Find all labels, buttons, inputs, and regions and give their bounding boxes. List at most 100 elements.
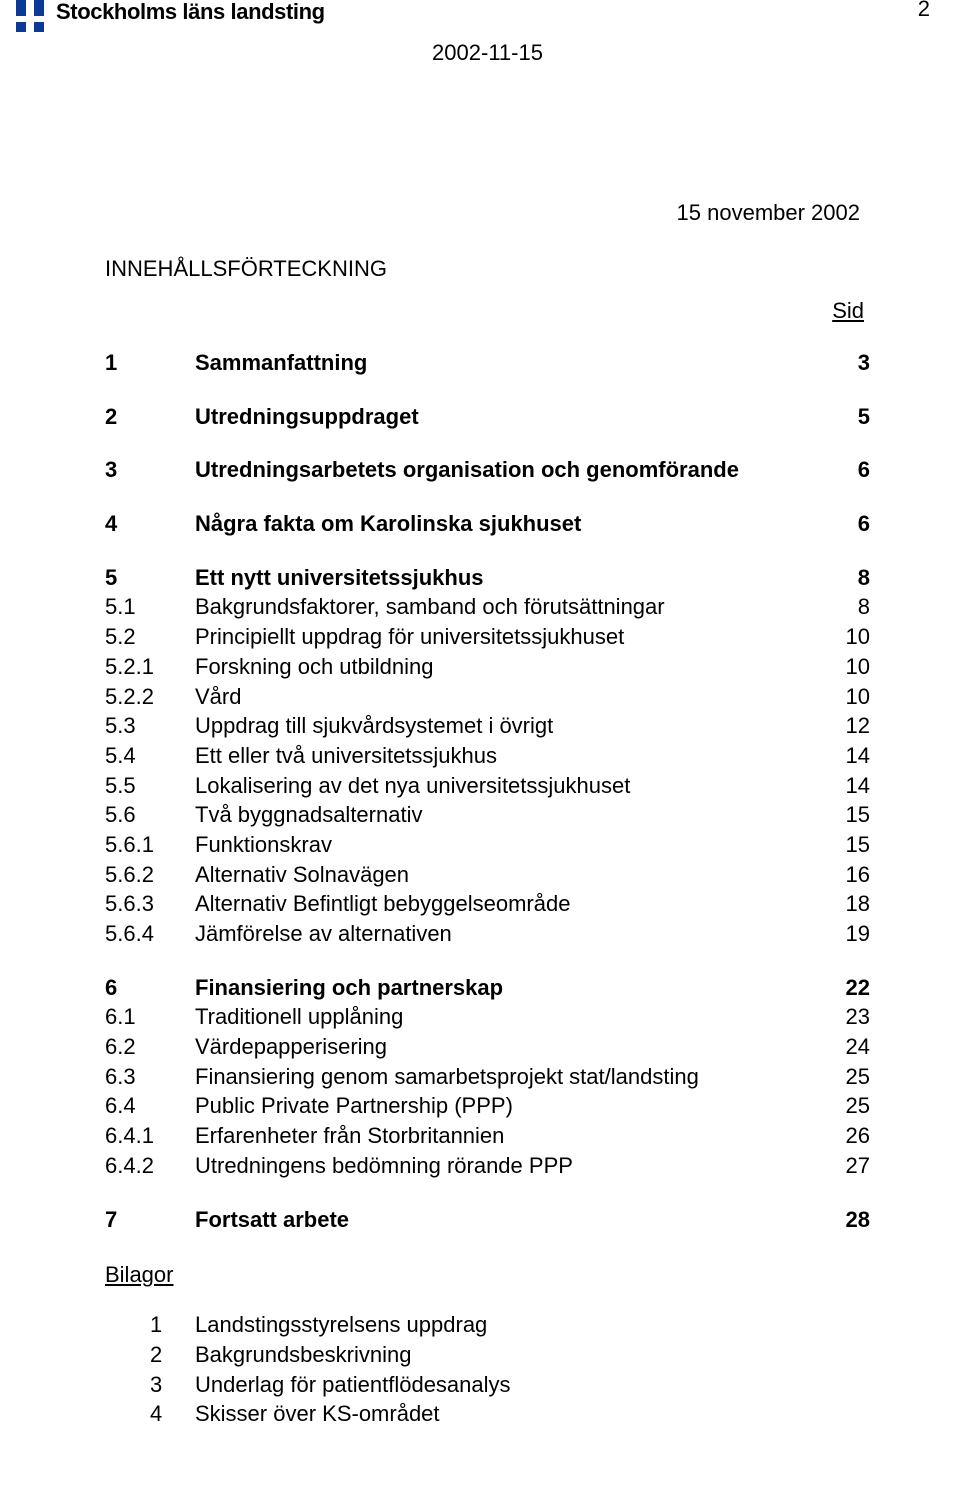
org-name: Stockholms läns landsting (56, 0, 325, 25)
toc-entry-page: 10 (830, 682, 870, 712)
toc-row: 5Ett nytt universitetssjukhus8 (105, 563, 870, 593)
toc-entry-title: Alternativ Solnavägen (195, 860, 830, 890)
toc-entry-page: 15 (830, 800, 870, 830)
toc-entry-page: 16 (830, 860, 870, 890)
toc-entry-page: 19 (830, 919, 870, 949)
toc-entry-number: 6.1 (105, 1002, 195, 1032)
toc-entry-title: Traditionell upplåning (195, 1002, 830, 1032)
document-date-header: 2002-11-15 (105, 40, 870, 66)
toc-entry-page: 23 (830, 1002, 870, 1032)
toc-entry-number: 5.2.1 (105, 652, 195, 682)
page-header: Stockholms läns landsting 2 2002-11-15 (105, 0, 870, 60)
bilaga-number: 1 (105, 1310, 195, 1340)
toc-row: 6.2Värdepapperisering24 (105, 1032, 870, 1062)
toc-entry-number: 6.4 (105, 1091, 195, 1121)
toc-block: 7Fortsatt arbete28 (105, 1205, 870, 1235)
toc-entry-number: 5.6.4 (105, 919, 195, 949)
toc-entry-page: 14 (830, 741, 870, 771)
toc-row: 5.2.1Forskning och utbildning10 (105, 652, 870, 682)
toc-entry-title: Forskning och utbildning (195, 652, 830, 682)
toc-entry-title: Bakgrundsfaktorer, samband och förutsätt… (195, 592, 830, 622)
toc-entry-number: 5.6.1 (105, 830, 195, 860)
toc-entry-number: 1 (105, 348, 195, 378)
toc-block: 2Utredningsuppdraget5 (105, 402, 870, 432)
toc-entry-number: 5.1 (105, 592, 195, 622)
toc-row: 1Sammanfattning3 (105, 348, 870, 378)
toc-block: 4Några fakta om Karolinska sjukhuset6 (105, 509, 870, 539)
toc-entry-page: 8 (830, 592, 870, 622)
toc-row: 6.4.1Erfarenheter från Storbritannien26 (105, 1121, 870, 1151)
toc-entry-page: 27 (830, 1151, 870, 1181)
toc-entry-number: 5.4 (105, 741, 195, 771)
toc-entry-title: Fortsatt arbete (195, 1205, 830, 1235)
toc-heading: INNEHÅLLSFÖRTECKNING (105, 256, 870, 282)
toc-block: 3Utredningsarbetets organisation och gen… (105, 455, 870, 485)
bilaga-title: Bakgrundsbeskrivning (195, 1340, 870, 1370)
toc-entry-number: 6 (105, 973, 195, 1003)
toc-row: 5.6.3Alternativ Befintligt bebyggelseomr… (105, 889, 870, 919)
toc-entry-number: 7 (105, 1205, 195, 1235)
bilaga-row: 1Landstingsstyrelsens uppdrag (105, 1310, 870, 1340)
toc-entry-title: Principiellt uppdrag för universitetssju… (195, 622, 830, 652)
toc-row: 5.1Bakgrundsfaktorer, samband och föruts… (105, 592, 870, 622)
bilaga-row: 4Skisser över KS-området (105, 1399, 870, 1429)
toc-entry-title: Utredningens bedömning rörande PPP (195, 1151, 830, 1181)
bilagor-heading: Bilagor (105, 1262, 870, 1288)
toc-row: 5.6.1Funktionskrav15 (105, 830, 870, 860)
toc-entry-page: 5 (830, 402, 870, 432)
toc-block: 1Sammanfattning3 (105, 348, 870, 378)
org-logo-icon (10, 0, 50, 32)
toc-entry-page: 25 (830, 1062, 870, 1092)
org-logo-block: Stockholms läns landsting (10, 0, 325, 32)
toc-entry-page: 18 (830, 889, 870, 919)
toc-entry-page: 15 (830, 830, 870, 860)
toc-entry-page: 6 (830, 455, 870, 485)
toc-row: 6Finansiering och partnerskap22 (105, 973, 870, 1003)
toc-row: 5.6Två byggnadsalternativ15 (105, 800, 870, 830)
toc-entry-number: 5.3 (105, 711, 195, 741)
bilaga-row: 3Underlag för patientflödesanalys (105, 1370, 870, 1400)
toc-row: 5.3Uppdrag till sjukvårdsystemet i övrig… (105, 711, 870, 741)
toc-row: 6.1Traditionell upplåning23 (105, 1002, 870, 1032)
toc-entry-number: 5.2 (105, 622, 195, 652)
toc-entry-number: 2 (105, 402, 195, 432)
toc-entry-page: 10 (830, 652, 870, 682)
toc-entry-title: Ett nytt universitetssjukhus (195, 563, 830, 593)
toc-entry-title: Finansiering genom samarbetsprojekt stat… (195, 1062, 830, 1092)
toc-entry-page: 24 (830, 1032, 870, 1062)
toc-entry-number: 6.4.1 (105, 1121, 195, 1151)
toc-entry-number: 6.4.2 (105, 1151, 195, 1181)
toc-entry-number: 6.2 (105, 1032, 195, 1062)
toc-row: 3Utredningsarbetets organisation och gen… (105, 455, 870, 485)
bilaga-number: 3 (105, 1370, 195, 1400)
toc-entry-title: Ett eller två universitetssjukhus (195, 741, 830, 771)
document-body: 15 november 2002 INNEHÅLLSFÖRTECKNING Si… (105, 60, 870, 1429)
toc-row: 7Fortsatt arbete28 (105, 1205, 870, 1235)
toc-entry-number: 5.2.2 (105, 682, 195, 712)
toc-entry-number: 5.6.2 (105, 860, 195, 890)
toc-entry-title: Vård (195, 682, 830, 712)
date-line: 15 november 2002 (105, 200, 870, 226)
toc-entry-title: Lokalisering av det nya universitetssjuk… (195, 771, 830, 801)
document-page: Stockholms läns landsting 2 2002-11-15 1… (0, 0, 960, 1501)
bilaga-number: 2 (105, 1340, 195, 1370)
toc-entry-number: 6.3 (105, 1062, 195, 1092)
toc-row: 5.2.2Vård10 (105, 682, 870, 712)
toc-row: 6.3Finansiering genom samarbetsprojekt s… (105, 1062, 870, 1092)
toc-entry-title: Två byggnadsalternativ (195, 800, 830, 830)
toc-entry-number: 4 (105, 509, 195, 539)
toc-row: 5.6.2Alternativ Solnavägen16 (105, 860, 870, 890)
toc-entry-number: 5.6 (105, 800, 195, 830)
toc-entry-title: Värdepapperisering (195, 1032, 830, 1062)
toc-row: 5.2Principiellt uppdrag för universitets… (105, 622, 870, 652)
toc-entry-page: 8 (830, 563, 870, 593)
bilaga-number: 4 (105, 1399, 195, 1429)
sid-label: Sid (832, 298, 870, 324)
toc-entry-page: 14 (830, 771, 870, 801)
toc-entry-title: Finansiering och partnerskap (195, 973, 830, 1003)
toc-entry-page: 3 (830, 348, 870, 378)
bilaga-row: 2Bakgrundsbeskrivning (105, 1340, 870, 1370)
bilaga-title: Underlag för patientflödesanalys (195, 1370, 870, 1400)
toc-entry-title: Public Private Partnership (PPP) (195, 1091, 830, 1121)
toc-entry-page: 6 (830, 509, 870, 539)
